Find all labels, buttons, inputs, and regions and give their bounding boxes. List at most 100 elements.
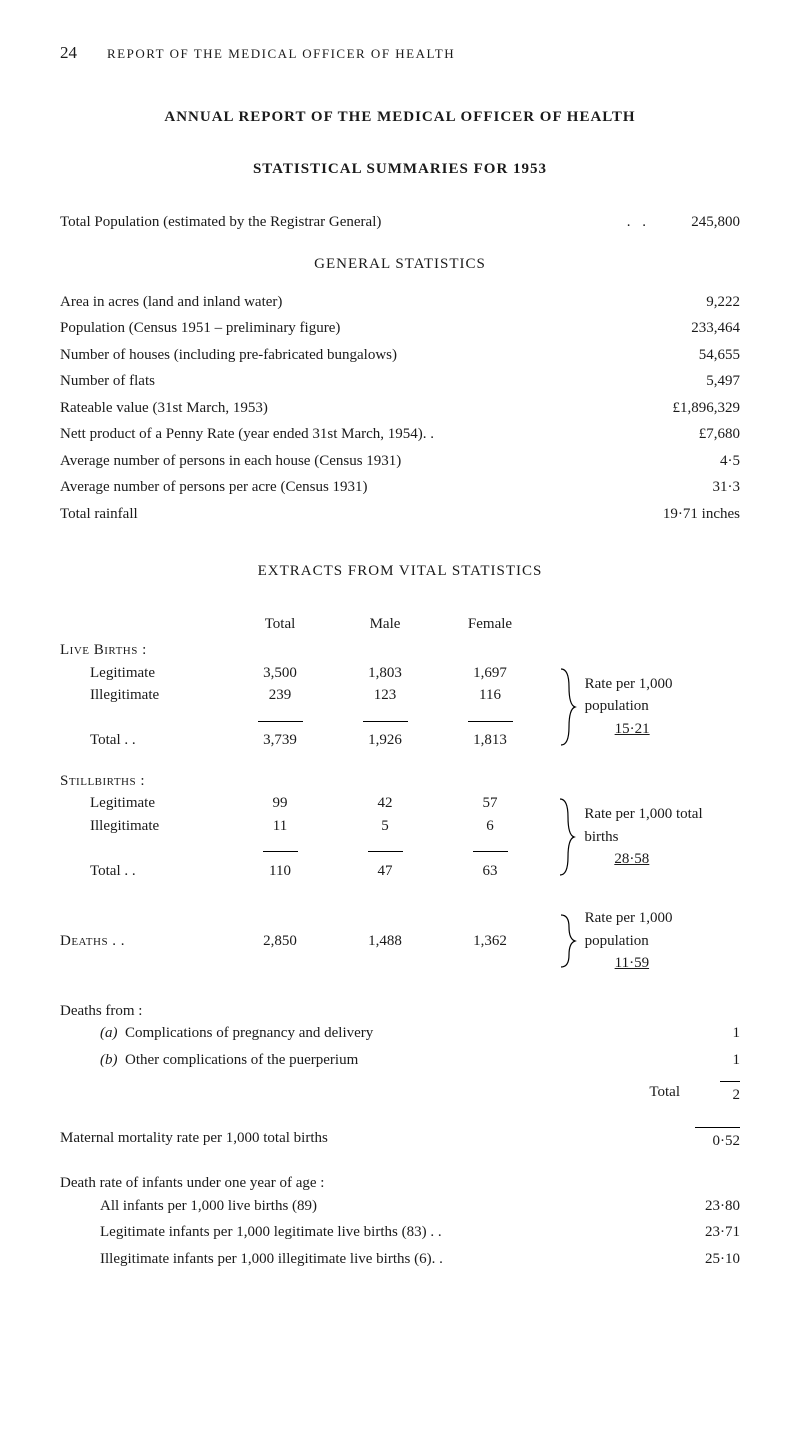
subtitle: STATISTICAL SUMMARIES FOR 1953 bbox=[60, 158, 740, 181]
rate-label: Rate per 1,000 population bbox=[585, 676, 673, 715]
live-births-group: Legitimate 3,500 1,803 1,697 Illegitimat… bbox=[60, 662, 740, 752]
stat-row: Rateable value (31st March, 1953) £1,896… bbox=[60, 397, 740, 420]
general-stats-block: Area in acres (land and inland water) 9,… bbox=[60, 291, 740, 526]
item-value: 1 bbox=[733, 1049, 741, 1072]
stillbirths-group: Legitimate 99 42 57 Illegitimate 11 5 6 … bbox=[60, 792, 740, 882]
stat-value: 19·71 inches bbox=[650, 503, 740, 526]
deaths-group: Deaths . . 2,850 1,488 1,362 Rate per 1,… bbox=[60, 907, 740, 975]
main-title: ANNUAL REPORT OF THE MEDICAL OFFICER OF … bbox=[60, 106, 740, 129]
deaths-from-item: (b) Other complications of the puerperiu… bbox=[100, 1049, 740, 1072]
stat-row: Number of flats 5,497 bbox=[60, 370, 740, 393]
brace-icon bbox=[559, 667, 577, 747]
stat-row: Average number of persons per acre (Cens… bbox=[60, 476, 740, 499]
deaths-row: Deaths . . 2,850 1,488 1,362 bbox=[60, 930, 559, 953]
table-row: Illegitimate 11 5 6 bbox=[60, 815, 558, 838]
column-headers: Total Male Female bbox=[60, 613, 740, 636]
page-number: 24 bbox=[60, 40, 77, 66]
stat-label: Area in acres (land and inland water) bbox=[60, 291, 650, 314]
total-male: 1,926 bbox=[330, 729, 440, 752]
infant-rate-row: Legitimate infants per 1,000 legitimate … bbox=[100, 1221, 740, 1244]
table-row: Legitimate 3,500 1,803 1,697 bbox=[60, 662, 559, 685]
stat-label: Nett product of a Penny Rate (year ended… bbox=[60, 423, 650, 446]
total-label: Total . . bbox=[60, 729, 230, 752]
row-female: 1,697 bbox=[440, 662, 540, 685]
stat-value: 5,497 bbox=[650, 370, 740, 393]
rate-label: Rate per 1,000 total births bbox=[584, 806, 702, 845]
row-male: 1,803 bbox=[330, 662, 440, 685]
stat-value: 54,655 bbox=[650, 344, 740, 367]
table-row: Legitimate 99 42 57 bbox=[60, 792, 558, 815]
rate-value: 11·59 bbox=[615, 955, 649, 971]
total-total: 110 bbox=[230, 860, 330, 883]
vital-stats-table: Total Male Female Live Births : Legitima… bbox=[60, 613, 740, 975]
col-female: Female bbox=[440, 613, 540, 636]
rate-value: 28·58 bbox=[614, 851, 649, 867]
separator-row bbox=[60, 707, 559, 730]
total-label: Total . . bbox=[60, 860, 230, 883]
brace-icon bbox=[558, 797, 576, 877]
total-female: 63 bbox=[440, 860, 540, 883]
row-label: Illegitimate bbox=[60, 684, 230, 707]
rate-value: 15·21 bbox=[615, 721, 650, 737]
rate-block: Rate per 1,000 total births 28·58 bbox=[576, 803, 740, 871]
total-female: 1,813 bbox=[440, 729, 540, 752]
deaths-male: 1,488 bbox=[330, 930, 440, 953]
deaths-total: 2,850 bbox=[230, 930, 330, 953]
deaths-female: 1,362 bbox=[440, 930, 540, 953]
stat-row: Total rainfall 19·71 inches bbox=[60, 503, 740, 526]
population-line: Total Population (estimated by the Regis… bbox=[60, 211, 740, 234]
deaths-from-total: Total 2 bbox=[60, 1081, 740, 1107]
general-stats-head: GENERAL STATISTICS bbox=[60, 253, 740, 276]
population-label: Total Population (estimated by the Regis… bbox=[60, 211, 627, 234]
brace-group: Rate per 1,000 population 15·21 bbox=[559, 662, 740, 752]
table-row: Illegitimate 239 123 116 bbox=[60, 684, 559, 707]
infant-rate-label: Legitimate infants per 1,000 legitimate … bbox=[100, 1221, 650, 1244]
deaths-from-item: (a) Complications of pregnancy and deliv… bbox=[100, 1022, 740, 1045]
stat-label: Population (Census 1951 – preliminary fi… bbox=[60, 317, 650, 340]
deaths-from-title: Deaths from : bbox=[60, 1000, 740, 1023]
rate-block: Rate per 1,000 population 15·21 bbox=[577, 673, 740, 741]
total-row: Total . . 3,739 1,926 1,813 bbox=[60, 729, 559, 752]
live-births-title: Live Births : bbox=[60, 639, 230, 662]
rate-block: Rate per 1,000 population 11·59 bbox=[577, 907, 740, 975]
deaths-from-section: Deaths from : (a) Complications of pregn… bbox=[60, 1000, 740, 1107]
maternal-mortality-line: Maternal mortality rate per 1,000 total … bbox=[60, 1127, 740, 1153]
stat-label: Average number of persons per acre (Cens… bbox=[60, 476, 650, 499]
stat-row: Population (Census 1951 – preliminary fi… bbox=[60, 317, 740, 340]
item-prefix: (a) bbox=[100, 1025, 118, 1041]
row-female: 6 bbox=[440, 815, 540, 838]
stat-value: 9,222 bbox=[650, 291, 740, 314]
item-value: 1 bbox=[733, 1022, 741, 1045]
col-male: Male bbox=[330, 613, 440, 636]
row-total: 11 bbox=[230, 815, 330, 838]
population-value: 245,800 bbox=[650, 211, 740, 234]
item-prefix: (b) bbox=[100, 1052, 118, 1068]
col-total: Total bbox=[230, 613, 330, 636]
stat-row: Area in acres (land and inland water) 9,… bbox=[60, 291, 740, 314]
stat-label: Rateable value (31st March, 1953) bbox=[60, 397, 650, 420]
dots: . . bbox=[627, 211, 650, 234]
stat-label: Total rainfall bbox=[60, 503, 650, 526]
header-line: 24 REPORT OF THE MEDICAL OFFICER OF HEAL… bbox=[60, 40, 740, 66]
maternal-mortality-label: Maternal mortality rate per 1,000 total … bbox=[60, 1127, 695, 1153]
row-female: 116 bbox=[440, 684, 540, 707]
infant-rate-label: All infants per 1,000 live births (89) bbox=[100, 1195, 650, 1218]
total-total: 3,739 bbox=[230, 729, 330, 752]
row-total: 239 bbox=[230, 684, 330, 707]
stat-row: Number of houses (including pre-fabricat… bbox=[60, 344, 740, 367]
deaths-title: Deaths . . bbox=[60, 930, 230, 953]
infant-rate-row: All infants per 1,000 live births (89) 2… bbox=[100, 1195, 740, 1218]
row-total: 99 bbox=[230, 792, 330, 815]
item-label: Complications of pregnancy and delivery bbox=[125, 1025, 373, 1041]
infant-rate-value: 25·10 bbox=[650, 1248, 740, 1271]
brace-group: Rate per 1,000 total births 28·58 bbox=[558, 792, 740, 882]
total-value: 2 bbox=[720, 1081, 740, 1107]
live-births-title-row: Live Births : bbox=[60, 639, 740, 662]
stillbirths-title: Stillbirths : bbox=[60, 770, 230, 793]
row-total: 3,500 bbox=[230, 662, 330, 685]
stillbirths-title-row: Stillbirths : bbox=[60, 770, 740, 793]
stat-row: Average number of persons in each house … bbox=[60, 450, 740, 473]
total-label: Total bbox=[649, 1081, 680, 1107]
infant-death-rate-section: Death rate of infants under one year of … bbox=[60, 1172, 740, 1270]
stat-label: Number of houses (including pre-fabricat… bbox=[60, 344, 650, 367]
